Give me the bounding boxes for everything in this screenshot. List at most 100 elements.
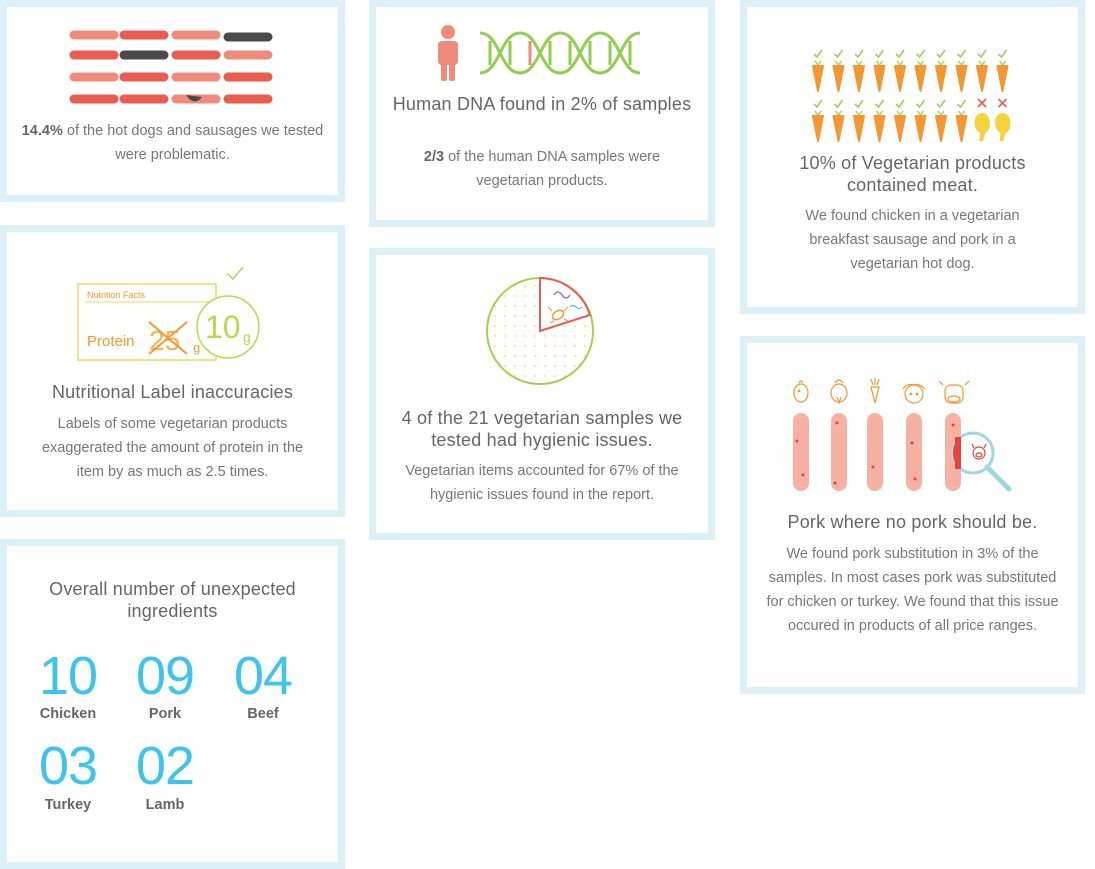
carrot-icon: [975, 49, 988, 92]
counts-title: Overall number of unexpected ingredients: [49, 579, 296, 621]
carrot-body: [873, 65, 885, 92]
card-pork: Pork where no pork should be. We found p…: [740, 336, 1085, 694]
sausage-row: [793, 413, 961, 491]
dna-illustration: [376, 23, 708, 83]
nutrition-illustration: Nutrition Facts Protein 25 g 10 g: [7, 264, 338, 364]
carrot-icon: [955, 99, 967, 142]
actual-protein-unit: g: [243, 329, 251, 345]
human-dna-title: Human DNA found in 2% of samples: [392, 94, 692, 114]
carrot-icon: [832, 49, 844, 92]
vegetarian-meat-text: We found chicken in a vegetarian breakfa…: [805, 208, 1020, 272]
check-icon: [874, 49, 884, 59]
protein-label: Protein: [87, 333, 135, 350]
carrot-icon: [873, 49, 885, 92]
carrot-icon: [811, 49, 824, 92]
pork-title: Pork where no pork should be.: [787, 512, 1038, 532]
checkmark-icon: [226, 266, 244, 281]
chicken-leg-shape: [994, 113, 1010, 141]
chicken-leg-icon: [974, 98, 990, 141]
cross-icon: [976, 98, 987, 108]
pig-icon: [971, 443, 987, 460]
carrot-leaves: [875, 60, 883, 67]
count-label-pork: Pork: [148, 706, 182, 722]
carrot-icon: [811, 99, 824, 142]
carrot-icon: [955, 49, 967, 92]
check-icon: [894, 99, 905, 109]
carrots-illustration: [747, 47, 1078, 143]
carrot-body: [975, 65, 988, 92]
carrot-leaves: [957, 110, 965, 117]
human-dna-description: of the human DNA samples were vegetarian…: [444, 149, 661, 189]
check-icon: [997, 49, 1007, 59]
card-ingredient-counts: Overall number of unexpected ingredients…: [0, 539, 345, 869]
chicken-leg-icon: [994, 98, 1010, 141]
carrot-body: [955, 115, 967, 142]
carrot-leaves: [895, 60, 904, 67]
carrot-leaves: [936, 110, 945, 117]
carrot-leaves: [813, 60, 822, 67]
check-icon: [915, 99, 925, 109]
nutrition-facts-label: Nutrition Facts: [87, 290, 146, 300]
human-figure-icon: [438, 25, 458, 81]
human-dna-stat: 2/3: [423, 149, 445, 165]
check-icon: [874, 99, 884, 109]
chicken-leg-shape: [974, 113, 990, 141]
carrot-leaves: [875, 110, 883, 117]
carrot-icon: [832, 99, 844, 142]
carrot-icon: [914, 49, 926, 92]
carrot-body: [811, 65, 824, 92]
carrot-icon: [852, 99, 865, 142]
check-icon: [894, 49, 905, 59]
hotdogs-stat: 14.4%: [21, 123, 63, 139]
check-icon: [833, 99, 843, 109]
carrot-icon: [893, 99, 906, 142]
turkey-head-icon: [830, 379, 848, 405]
card-hotdogs: 14.4% of the hot dogs and sausages we te…: [0, 0, 345, 202]
carrot-leaves: [977, 60, 986, 67]
carrot-leaves: [834, 110, 842, 117]
sausages-illustration: [7, 27, 338, 107]
count-value-beef: 04: [233, 646, 293, 706]
count-value-chicken: 10: [38, 646, 98, 706]
pork-illustration: [747, 371, 1078, 501]
actual-protein-value: 10: [205, 309, 241, 345]
carrot-leaves: [813, 110, 822, 117]
count-value-pork: 09: [135, 646, 195, 706]
animal-sausages-icon: [793, 378, 1012, 492]
petri-dish-icon: [486, 276, 594, 385]
check-icon: [853, 99, 864, 109]
carrot-icon: [893, 49, 906, 92]
nutrition-label-icon: Nutrition Facts Protein 25 g 10 g: [77, 266, 260, 361]
carrot-body: [934, 65, 947, 92]
crossed-protein-unit: g: [193, 340, 200, 355]
hotdogs-description: of the hot dogs and sausages we tested w…: [62, 123, 324, 163]
carrot-leaves: [998, 60, 1006, 67]
check-icon: [812, 49, 823, 59]
check-icon: [833, 49, 843, 59]
check-icon: [935, 99, 946, 109]
pork-text: We found pork substitution in 3% of the …: [766, 546, 1059, 634]
check-icon: [915, 49, 925, 59]
carrot-body: [852, 115, 865, 142]
count-value-turkey: 03: [38, 736, 98, 796]
carrots-grid: [811, 49, 1010, 142]
carrot-leaves: [936, 60, 945, 67]
check-icon: [935, 49, 946, 59]
card-human-dna: Human DNA found in 2% of samples 2/3 of …: [369, 0, 715, 227]
carrot-leaves: [834, 60, 842, 67]
count-value-lamb: 02: [135, 736, 195, 796]
carrot-body: [893, 65, 906, 92]
nutrition-title: Nutritional Label inaccuracies: [51, 382, 294, 402]
human-dna-text: 2/3 of the human DNA samples were vegeta…: [390, 145, 694, 193]
carrot-body: [955, 65, 967, 92]
carrot-body: [893, 115, 906, 142]
check-icon: [812, 99, 823, 109]
carrot-leaves: [895, 110, 904, 117]
carrot-leaves: [854, 110, 863, 117]
hygiene-title: 4 of the 21 vegetarian samples we tested…: [401, 408, 683, 450]
carrot-icon: [934, 99, 947, 142]
carrot-body: [914, 65, 926, 92]
card-vegetarian-meat: 10% of Vegetarian products contained mea…: [740, 0, 1085, 314]
carrot-body: [873, 115, 885, 142]
sausages-icon: [69, 30, 272, 104]
